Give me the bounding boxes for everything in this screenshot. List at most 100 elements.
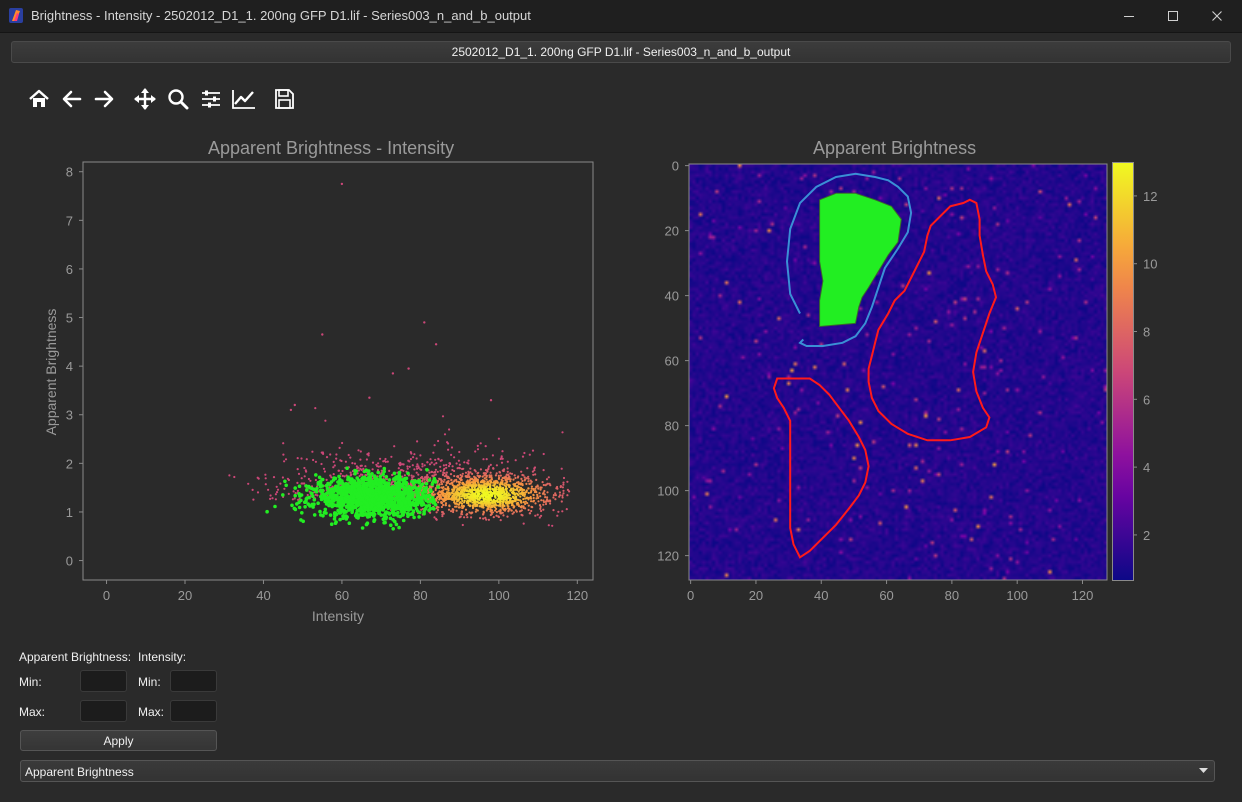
scatter-plot[interactable]: 0 20 40 60 80 100 120 0 1 2 3 4 5 6 7 8 Intensity Appa… bbox=[0, 0, 640, 640]
home-button[interactable] bbox=[26, 86, 52, 112]
selected-scatter-point bbox=[408, 507, 413, 511]
scatter-point bbox=[485, 478, 488, 481]
region-outline bbox=[867, 198, 998, 442]
image-x-tick-label: 100 bbox=[1006, 588, 1028, 603]
scatter-point bbox=[499, 519, 502, 522]
pan-button[interactable] bbox=[132, 86, 158, 112]
scatter-point bbox=[508, 485, 511, 489]
app-icon bbox=[9, 8, 23, 23]
scatter-point bbox=[504, 501, 507, 504]
scatter-point bbox=[530, 480, 533, 483]
selected-scatter-point bbox=[402, 489, 406, 493]
selected-scatter-point bbox=[413, 479, 417, 483]
scatter-point bbox=[447, 448, 450, 451]
scatter-point bbox=[492, 498, 495, 501]
scatter-point bbox=[522, 505, 525, 508]
scatter-point bbox=[530, 500, 533, 503]
selected-scatter-point bbox=[372, 474, 377, 478]
scatter-point bbox=[500, 461, 504, 464]
scatter-point bbox=[357, 469, 360, 472]
selected-scatter-point bbox=[346, 494, 350, 499]
brightness-max-input[interactable] bbox=[80, 700, 127, 722]
customize-button[interactable] bbox=[231, 86, 257, 112]
scatter-point bbox=[496, 481, 499, 484]
scatter-point bbox=[534, 514, 537, 517]
scatter-point bbox=[441, 498, 444, 501]
scatter-point bbox=[384, 460, 387, 463]
scatter-point bbox=[514, 476, 517, 480]
maximize-button[interactable] bbox=[1150, 0, 1196, 32]
scatter-point bbox=[447, 508, 451, 511]
selected-scatter-point bbox=[389, 495, 393, 500]
scatter-point bbox=[549, 484, 552, 487]
selected-scatter-point bbox=[381, 484, 385, 489]
selected-scatter-point bbox=[337, 474, 341, 479]
selected-scatter-point bbox=[359, 498, 364, 502]
selected-scatter-point bbox=[350, 481, 355, 486]
scatter-point bbox=[357, 449, 360, 452]
intensity-max-input[interactable] bbox=[170, 700, 217, 722]
selected-scatter-point bbox=[265, 509, 269, 514]
selected-scatter-point bbox=[325, 490, 330, 495]
plot-type-dropdown[interactable]: Apparent Brightness bbox=[20, 760, 1215, 782]
scatter-point bbox=[474, 484, 477, 488]
scatter-point bbox=[436, 508, 440, 511]
scatter-point bbox=[314, 493, 317, 496]
minimize-button[interactable] bbox=[1106, 0, 1152, 32]
back-button[interactable] bbox=[59, 86, 85, 112]
scatter-point bbox=[359, 450, 362, 453]
scatter-point bbox=[282, 453, 285, 456]
scatter-point bbox=[512, 488, 515, 491]
selected-scatter-point bbox=[338, 517, 342, 522]
scatter-point bbox=[517, 490, 520, 493]
scatter-point bbox=[488, 488, 492, 491]
brightness-min-input[interactable] bbox=[80, 670, 127, 692]
selected-scatter-point bbox=[424, 504, 429, 509]
scatter-outlier-point bbox=[289, 408, 293, 412]
scatter-point bbox=[518, 492, 522, 495]
scatter-y-tick-label: 1 bbox=[66, 505, 73, 520]
selected-scatter-point bbox=[394, 481, 398, 486]
scatter-outlier-point bbox=[321, 333, 324, 336]
scatter-point bbox=[453, 474, 456, 478]
scatter-point bbox=[530, 487, 533, 490]
intensity-min-input[interactable] bbox=[170, 670, 217, 692]
selected-scatter-point bbox=[411, 481, 416, 486]
selected-scatter-point bbox=[341, 492, 346, 497]
zoom-button[interactable] bbox=[165, 86, 191, 112]
selected-scatter-point bbox=[390, 500, 395, 504]
selected-scatter-point bbox=[362, 481, 367, 486]
close-button[interactable] bbox=[1194, 0, 1240, 32]
scatter-point bbox=[523, 495, 526, 498]
selected-scatter-point bbox=[351, 496, 356, 500]
selected-scatter-point bbox=[300, 511, 304, 515]
scatter-ylabel: Apparent Brightness bbox=[43, 309, 59, 436]
scatter-outlier-point bbox=[391, 372, 395, 375]
scatter-point bbox=[474, 492, 477, 496]
scatter-point bbox=[451, 465, 454, 468]
selected-scatter-point bbox=[386, 511, 391, 515]
selected-scatter-point bbox=[322, 510, 327, 515]
save-button[interactable] bbox=[271, 86, 297, 112]
scatter-plot-title: Apparent Brightness - Intensity bbox=[208, 138, 455, 158]
scatter-y-tick-label: 4 bbox=[66, 359, 73, 374]
selected-scatter-point bbox=[382, 469, 387, 474]
scatter-point bbox=[542, 499, 545, 502]
scatter-point bbox=[459, 479, 463, 482]
scatter-x-tick-label: 0 bbox=[103, 588, 110, 603]
scatter-point bbox=[423, 478, 426, 481]
scatter-point bbox=[527, 491, 530, 495]
scatter-point bbox=[314, 478, 317, 482]
image-y-tick-label: 120 bbox=[657, 549, 679, 564]
selected-scatter-point bbox=[397, 470, 402, 475]
scatter-point bbox=[329, 474, 332, 477]
subplots-button[interactable] bbox=[198, 86, 224, 112]
scatter-point bbox=[524, 502, 527, 506]
scatter-point bbox=[517, 482, 520, 486]
apply-button[interactable]: Apply bbox=[20, 730, 217, 751]
colorbar bbox=[1112, 162, 1134, 581]
forward-button[interactable] bbox=[91, 86, 117, 112]
file-name-bar[interactable]: 2502012_D1_1. 200ng GFP D1.lif - Series0… bbox=[11, 41, 1231, 63]
selected-scatter-point bbox=[366, 472, 371, 476]
selected-scatter-point bbox=[377, 484, 382, 489]
